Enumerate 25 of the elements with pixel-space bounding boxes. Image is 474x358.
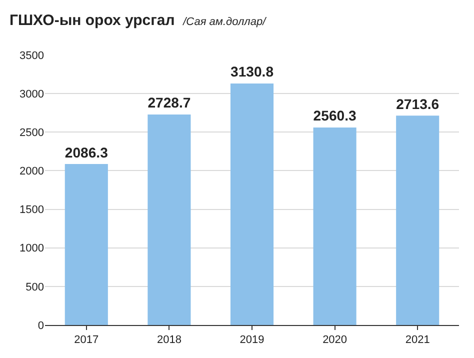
bar bbox=[396, 116, 440, 325]
data-label: 2728.7 bbox=[148, 94, 191, 111]
y-tick-label: 1000 bbox=[20, 242, 44, 255]
y-tick-label: 2500 bbox=[20, 126, 44, 139]
data-label: 3130.8 bbox=[230, 64, 274, 80]
x-tick-label: 2020 bbox=[322, 334, 348, 346]
chart-title: ГШХО-ын орох урсгал bbox=[9, 12, 175, 29]
data-label: 2086.3 bbox=[64, 144, 108, 160]
data-label: 2713.6 bbox=[396, 96, 440, 112]
data-label: 2560.3 bbox=[313, 108, 356, 124]
y-tick-label: 3000 bbox=[20, 88, 44, 100]
x-tick-label: 2021 bbox=[405, 334, 430, 346]
chart-subtitle: /Сая ам.доллар/ bbox=[182, 16, 267, 28]
y-tick-label: 1500 bbox=[20, 204, 44, 216]
bar bbox=[313, 127, 356, 325]
x-tick-label: 2018 bbox=[156, 334, 182, 346]
bar bbox=[230, 83, 274, 325]
x-tick-label: 2017 bbox=[74, 334, 99, 346]
bar bbox=[64, 164, 108, 325]
bar bbox=[148, 114, 191, 325]
y-tick-label: 500 bbox=[26, 281, 44, 294]
y-tick-label: 3500 bbox=[20, 50, 44, 62]
y-tick-label: 2000 bbox=[20, 166, 44, 178]
x-tick-label: 2019 bbox=[240, 334, 264, 346]
y-tick-label: 0 bbox=[38, 320, 44, 332]
